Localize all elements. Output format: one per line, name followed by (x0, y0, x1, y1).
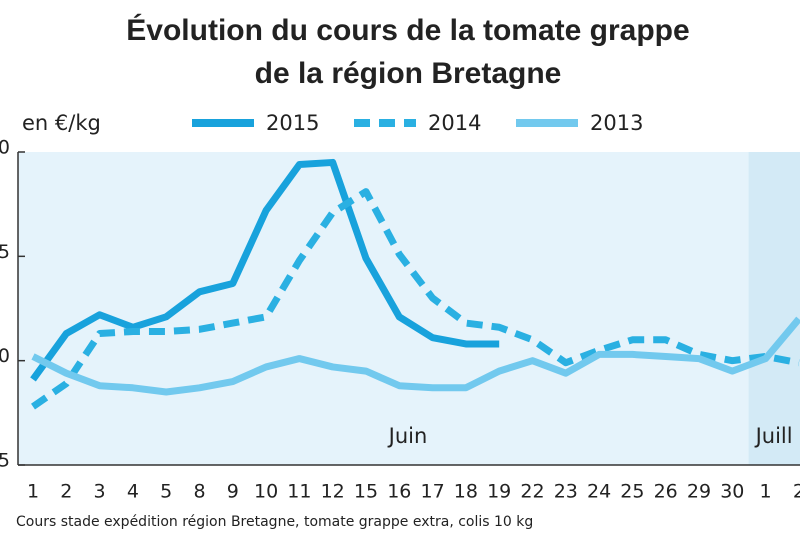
footnote: Cours stade expédition région Bretagne, … (16, 514, 533, 530)
y-tick-label: 0 (0, 345, 10, 367)
x-tick-label: 1 (27, 481, 39, 503)
y-axis-label: en €/kg (22, 111, 101, 135)
legend-label: 2014 (428, 111, 481, 135)
x-tick-label: 29 (687, 481, 711, 503)
x-tick-label: 30 (720, 481, 744, 503)
month-shade (748, 152, 800, 465)
legend-label: 2013 (590, 111, 643, 135)
x-tick-label: 22 (520, 481, 544, 503)
x-tick-label: 25 (620, 481, 644, 503)
annotation: Juin (387, 424, 428, 448)
x-tick-label: 24 (587, 481, 611, 503)
x-tick-label: 11 (287, 481, 311, 503)
plot-background (18, 152, 800, 465)
legend-label: 2015 (266, 111, 319, 135)
x-tick-label: 26 (654, 481, 678, 503)
x-tick-label: 15 (354, 481, 378, 503)
x-tick-label: 1 (760, 481, 772, 503)
y-tick-label: 5 (0, 241, 10, 263)
x-tick-label: 18 (454, 481, 478, 503)
series-line (31, 316, 800, 396)
y-tick-label: 0 (0, 137, 10, 159)
x-tick-label: 2 (793, 481, 800, 503)
annotation: Juill (754, 424, 793, 448)
series-line (30, 158, 500, 382)
x-tick-label: 5 (160, 481, 172, 503)
x-tick-label: 2 (60, 481, 72, 503)
y-tick-label: 5 (0, 450, 10, 472)
chart-title: Évolution du cours de la tomate grappe (126, 13, 689, 47)
x-tick-label: 17 (421, 481, 445, 503)
x-tick-label: 4 (127, 481, 139, 503)
chart-title: de la région Bretagne (255, 57, 562, 90)
series-line (31, 188, 800, 410)
x-tick-label: 8 (193, 481, 205, 503)
x-tick-label: 3 (94, 481, 106, 503)
x-tick-label: 16 (387, 481, 411, 503)
x-tick-label: 23 (554, 481, 578, 503)
x-tick-label: 10 (254, 481, 278, 503)
x-tick-label: 19 (487, 481, 511, 503)
x-tick-label: 9 (227, 481, 239, 503)
x-tick-label: 12 (321, 481, 345, 503)
